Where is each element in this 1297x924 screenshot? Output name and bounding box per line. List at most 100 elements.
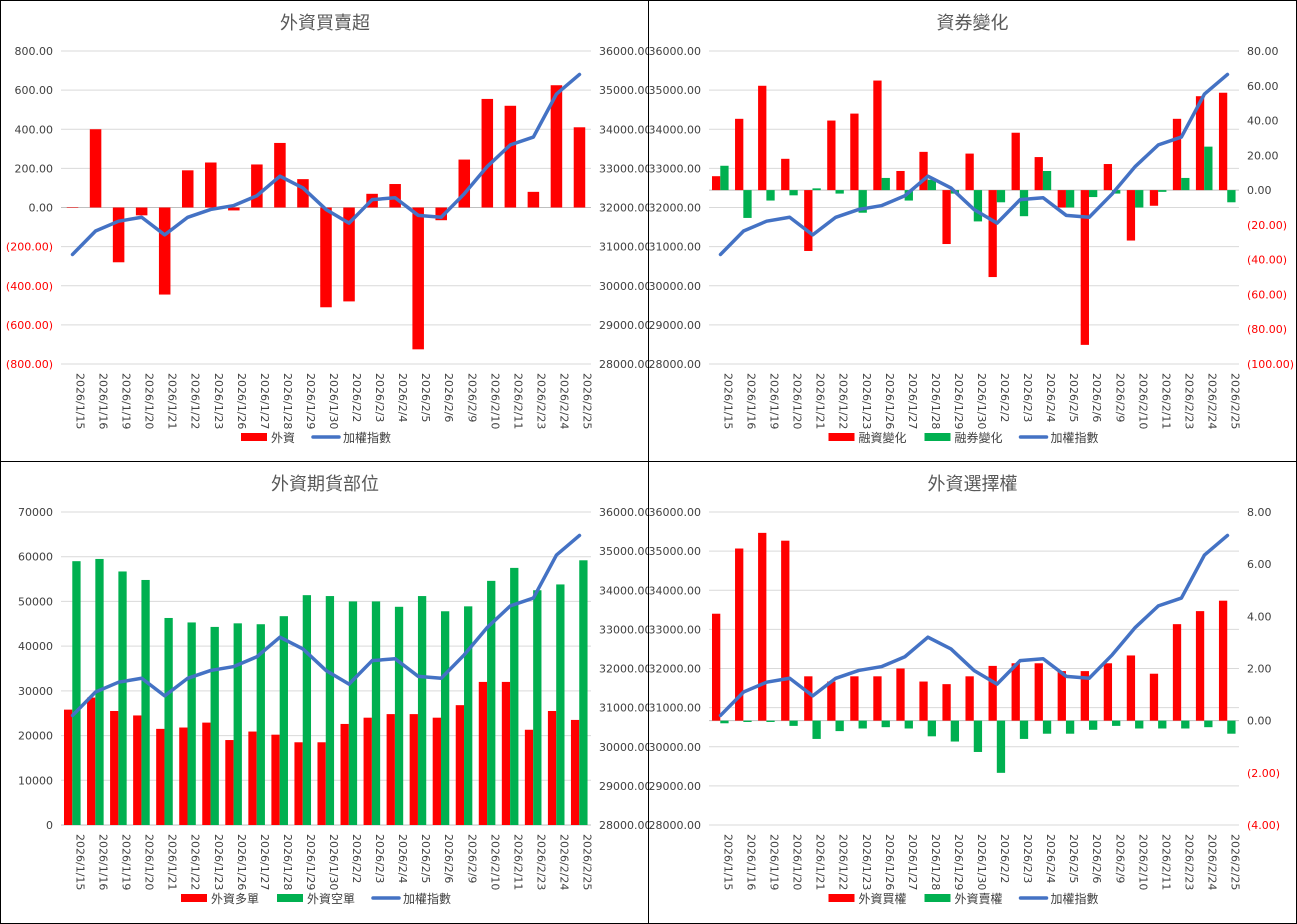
bar (118, 571, 127, 825)
x-axis-date-label: 2026/1/15 (74, 373, 87, 429)
bar (371, 601, 381, 825)
bar (233, 623, 242, 825)
left-axis-tick-label: 32000.00 (649, 663, 701, 676)
x-axis-date-label: 2026/1/30 (975, 834, 988, 890)
bar (417, 596, 427, 825)
bar (1103, 663, 1113, 721)
bar (340, 723, 349, 825)
bar (758, 85, 767, 191)
right-axis-tick-label: 28000.00 (599, 358, 649, 371)
bar (164, 617, 173, 825)
legend-swatch (828, 894, 855, 902)
x-axis-date-label: 2026/2/11 (1159, 373, 1172, 429)
bar (343, 207, 355, 302)
x-axis-date-label: 2026/1/19 (768, 373, 781, 429)
x-axis-date-label: 2026/2/4 (396, 834, 409, 883)
bar (1158, 190, 1167, 192)
bar (1126, 655, 1136, 721)
legend-swatch (181, 894, 207, 902)
left-axis-tick-label: 30000.00 (649, 741, 701, 754)
x-axis-date-label: 2026/1/20 (791, 373, 804, 429)
x-axis-date-label: 2026/2/3 (1021, 373, 1034, 422)
bar (1126, 190, 1136, 241)
legend-item: 外資買權 (828, 892, 907, 906)
x-axis-date-label: 2026/2/24 (1205, 834, 1218, 890)
x-axis-date-label: 2026/1/15 (74, 834, 87, 890)
x-axis-date-label: 2026/2/9 (465, 373, 478, 422)
right-axis-tick-label: 32000.00 (599, 663, 649, 676)
bar (1011, 663, 1020, 721)
bar (1065, 190, 1075, 208)
x-axis-date-label: 2026/1/16 (745, 834, 758, 890)
chart-svg: 外資買賣超 (800.00) (600.00) (400.00) (200.00) 0.0… (6, 13, 649, 445)
legend-item: 外資 (241, 431, 295, 445)
bar (1034, 157, 1043, 191)
x-axis-date-label: 2026/1/26 (235, 373, 248, 429)
bar (1080, 671, 1089, 721)
bar (927, 720, 936, 737)
left-axis-tick-label: 0.00 (29, 202, 54, 215)
bar (1019, 720, 1029, 739)
legend-label: 外資多單 (211, 892, 259, 906)
bar (550, 85, 563, 208)
left-axis-tick-label: 34000.00 (649, 584, 701, 597)
bar (789, 720, 798, 726)
x-axis-date-label: 2026/1/26 (883, 834, 896, 890)
right-axis-tick-label: 31000.00 (599, 241, 649, 254)
legend-label: 加權指數 (1051, 430, 1099, 445)
bar (988, 190, 997, 278)
bar (440, 611, 450, 825)
bar (363, 717, 372, 825)
bar (248, 731, 257, 825)
bar (1172, 624, 1182, 721)
x-axis-date-label: 2026/1/29 (304, 373, 317, 429)
bar (965, 153, 974, 191)
x-axis-date-label: 2026/2/10 (488, 373, 501, 429)
bar (320, 207, 332, 308)
x-axis-date-label: 2026/1/29 (952, 373, 965, 429)
x-axis-date-label: 2026/2/6 (442, 834, 455, 883)
bar (1019, 190, 1029, 217)
bar (1088, 720, 1098, 730)
bar (394, 606, 404, 825)
x-axis-date-label: 2026/1/16 (97, 373, 110, 429)
x-axis-date-label: 2026/1/26 (235, 834, 248, 890)
right-axis-tick-label: 29000.00 (599, 319, 649, 332)
bar (965, 676, 974, 721)
bar (225, 740, 234, 825)
bar (1011, 132, 1020, 191)
x-axis-date-label: 2026/1/21 (166, 834, 179, 890)
left-axis-tick-label: 33000.00 (649, 162, 701, 175)
legend-label: 外資買權 (859, 892, 907, 906)
x-axis-date-label: 2026/2/23 (1182, 373, 1195, 429)
right-axis-tick-label: 34000.00 (599, 584, 649, 597)
x-axis-date-label: 2026/1/23 (212, 373, 225, 429)
x-axis-date-label: 2026/2/11 (1159, 834, 1172, 890)
bar (205, 162, 217, 208)
bar (873, 676, 882, 721)
bar (317, 742, 326, 825)
x-axis-date-label: 2026/2/2 (998, 834, 1011, 883)
bar (294, 742, 303, 825)
bar (881, 720, 890, 728)
x-axis-date-label: 2026/2/24 (1205, 373, 1218, 429)
left-axis-tick-label: 31000.00 (649, 702, 701, 715)
right-axis-tick-label: 33000.00 (599, 623, 649, 636)
x-axis-date-label: 2026/1/19 (120, 834, 133, 890)
bar (1034, 663, 1043, 721)
bar (202, 722, 211, 825)
bar (386, 714, 395, 825)
bar (435, 207, 447, 221)
x-axis-date-label: 2026/1/29 (304, 834, 317, 890)
x-axis-date-label: 2026/2/9 (465, 834, 478, 883)
legend-item: 外資空單 (277, 892, 355, 906)
x-axis-date-label: 2026/2/4 (1044, 834, 1057, 883)
x-axis-date-label: 2026/2/23 (1182, 834, 1195, 890)
x-axis-date-label: 2026/1/20 (143, 834, 156, 890)
index-line (70, 533, 582, 718)
x-axis-date-label: 2026/1/27 (258, 834, 271, 890)
bar (1103, 164, 1113, 191)
right-axis-tick-label: 20.00 (1247, 149, 1279, 162)
bar (579, 560, 588, 825)
left-axis-tick-label: 29000.00 (649, 319, 701, 332)
